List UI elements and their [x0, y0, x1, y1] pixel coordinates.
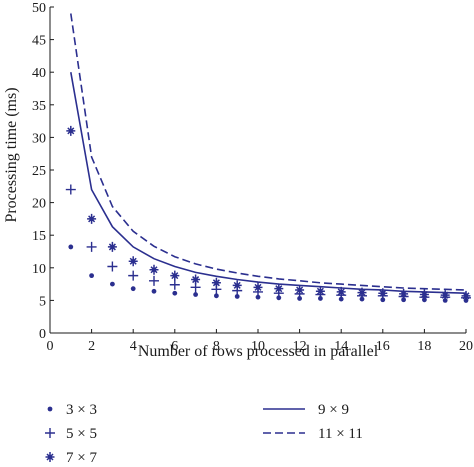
data-point [68, 244, 74, 250]
legend-label: 9 × 9 [318, 402, 349, 418]
x-tick-label: 20 [459, 339, 473, 354]
series-5 [70, 13, 467, 291]
legend-item: 7 × 7 [45, 450, 97, 466]
data-point [234, 294, 240, 299]
x-tick-label: 4 [130, 339, 137, 354]
data-point [461, 290, 471, 301]
data-point [151, 288, 157, 294]
x-tick-label: 0 [47, 339, 54, 354]
data-point [255, 294, 261, 300]
data-point [128, 270, 139, 281]
data-point [336, 286, 346, 297]
data-point [107, 241, 117, 252]
data-point [232, 280, 242, 291]
legend-label: 3 × 3 [66, 402, 97, 418]
data-point [149, 264, 159, 275]
data-point [295, 284, 305, 295]
legend-marker [47, 406, 53, 412]
data-point [66, 125, 76, 136]
legend-label: 7 × 7 [66, 450, 97, 466]
x-tick-label: 14 [334, 339, 348, 354]
data-point [315, 286, 325, 297]
data-point [214, 293, 219, 299]
x-tick-label: 8 [213, 339, 220, 354]
y-tick-label: 30 [32, 131, 46, 146]
data-point [65, 184, 76, 195]
x-tick-label: 2 [88, 339, 95, 354]
data-point [169, 279, 180, 290]
data-point [378, 288, 388, 299]
series-1 [68, 244, 469, 303]
y-axis-label: Processing time (ms) [3, 87, 20, 222]
data-point [172, 290, 178, 296]
x-axis-label: Number of rows processed in parallel [138, 343, 379, 360]
data-point [440, 290, 450, 301]
y-tick-label: 25 [32, 164, 46, 179]
data-point [193, 292, 199, 297]
data-point [419, 289, 429, 300]
data-point [128, 256, 138, 267]
data-point [86, 241, 97, 252]
data-point [107, 261, 118, 272]
data-point [274, 283, 284, 294]
data-point [89, 273, 94, 279]
y-tick-label: 20 [32, 197, 46, 212]
legend-item: 3 × 3 [47, 402, 97, 418]
y-tick-label: 50 [32, 1, 46, 16]
data-point [211, 277, 221, 288]
legend-label: 11 × 11 [318, 426, 363, 442]
data-point [191, 274, 201, 285]
x-tick-label: 16 [376, 339, 390, 354]
legend-marker [45, 452, 55, 462]
x-tick-label: 10 [251, 339, 265, 354]
data-point [130, 286, 136, 292]
data-point [110, 281, 115, 287]
data-point [253, 282, 263, 293]
data-point [149, 275, 159, 286]
y-tick-label: 0 [39, 327, 46, 342]
legend-marker [45, 428, 55, 438]
series-3 [66, 125, 471, 301]
series-4 [70, 72, 467, 294]
legend-item: 9 × 9 [263, 402, 349, 418]
y-tick-label: 45 [32, 34, 46, 49]
legend-label: 5 × 5 [66, 426, 97, 442]
data-point [357, 287, 367, 298]
y-tick-label: 5 [39, 294, 46, 309]
plot-area [65, 13, 471, 303]
series-line [70, 72, 467, 294]
legend-item: 11 × 11 [263, 426, 363, 442]
y-tick-label: 35 [32, 99, 46, 114]
series-line [70, 13, 467, 291]
y-ticks: 0 5 10 15 20 25 30 35 40 45 50 [32, 1, 54, 342]
x-ticks: 0 2 4 6 8 10 12 14 16 18 20 [47, 329, 473, 354]
y-tick-label: 40 [32, 66, 46, 81]
x-tick-label: 18 [417, 339, 431, 354]
data-point [87, 213, 97, 224]
data-point [170, 270, 180, 281]
y-tick-label: 15 [32, 229, 46, 244]
series-2 [65, 184, 471, 303]
x-tick-label: 6 [171, 339, 178, 354]
y-tick-label: 10 [32, 262, 46, 277]
legend: 3 × 3 5 × 5 7 × 7 9 × 9 11 × 11 [45, 402, 363, 466]
data-point [399, 288, 409, 299]
x-tick-label: 12 [293, 339, 307, 354]
legend-item: 5 × 5 [45, 426, 97, 442]
